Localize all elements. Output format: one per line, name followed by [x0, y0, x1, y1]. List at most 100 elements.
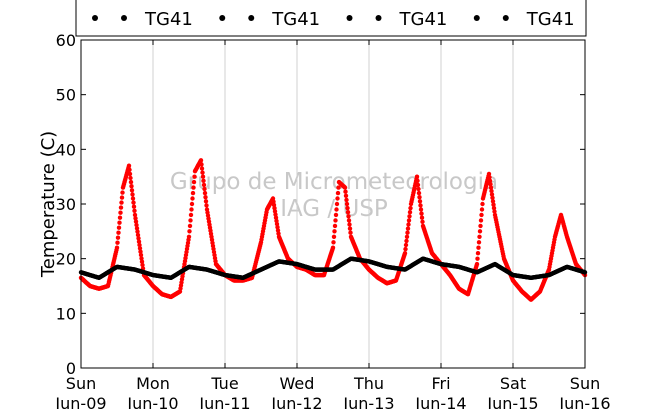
data-point — [199, 166, 205, 171]
data-point — [416, 186, 421, 192]
y-tick-label: 30 — [56, 195, 76, 214]
data-point — [333, 218, 338, 223]
data-point — [202, 186, 207, 192]
data-point — [131, 200, 136, 205]
data-point — [116, 225, 122, 230]
data-point — [115, 235, 121, 240]
data-point — [118, 210, 123, 215]
grid — [152, 40, 514, 368]
data-point — [186, 234, 192, 239]
data-point — [201, 178, 206, 183]
x-tick-label-date: Jun-13 — [342, 394, 394, 409]
data-point — [404, 234, 410, 239]
data-point — [332, 229, 337, 234]
data-point — [139, 256, 144, 261]
data-point — [191, 185, 196, 190]
data-point — [203, 195, 208, 200]
data-point — [134, 222, 139, 228]
data-point — [187, 229, 192, 234]
legend-entry-label: TG41 — [144, 9, 193, 30]
data-point — [343, 193, 349, 198]
data-point — [202, 190, 208, 196]
data-point — [346, 214, 351, 219]
data-point — [480, 201, 485, 207]
data-point — [402, 251, 408, 256]
x-tick-label-day: Fri — [431, 374, 450, 393]
x-tick-label-date: Jun-14 — [414, 394, 466, 409]
data-point — [342, 185, 348, 190]
data-point — [203, 199, 209, 204]
data-point — [199, 162, 204, 167]
data-point — [347, 226, 353, 231]
axis-ticks: SunJun-09MonJun-10TueJun-11WedJun-12ThuJ… — [54, 31, 610, 409]
data-point — [136, 236, 141, 241]
data-point — [120, 190, 125, 195]
data-point — [479, 207, 485, 212]
data-point — [114, 245, 120, 250]
data-point — [476, 240, 482, 245]
series-1 — [78, 256, 588, 280]
data-point — [115, 240, 120, 245]
data-point — [474, 261, 480, 267]
data-point — [126, 163, 132, 168]
data-point — [492, 209, 497, 214]
data-point — [332, 223, 338, 229]
data-point — [188, 218, 193, 223]
y-tick-label: 40 — [56, 140, 76, 159]
legend-marker — [375, 15, 382, 21]
data-point — [336, 185, 341, 190]
legend-marker — [219, 15, 226, 21]
data-point — [190, 196, 195, 201]
data-point — [419, 215, 425, 220]
data-point — [478, 223, 483, 229]
data-point — [479, 212, 484, 218]
data-point — [491, 205, 497, 211]
data-point — [491, 202, 496, 207]
data-point — [200, 170, 205, 175]
data-point — [346, 218, 352, 223]
data-point — [486, 171, 492, 177]
data-point — [131, 204, 137, 209]
x-tick-label-day: Sun — [66, 374, 96, 393]
data-point — [477, 234, 482, 239]
data-point — [345, 210, 351, 215]
data-point — [487, 178, 493, 183]
data-point — [189, 207, 194, 212]
data-point — [138, 252, 144, 258]
watermark-line-2: IAG / USP — [280, 196, 388, 222]
data-point — [344, 201, 350, 207]
data-point — [133, 216, 138, 221]
data-point — [405, 226, 411, 231]
data-point — [127, 167, 132, 172]
data-point — [117, 215, 123, 220]
data-point — [119, 200, 124, 205]
data-point — [134, 226, 140, 231]
data-point — [135, 232, 141, 238]
x-tick-label-date: Jun-10 — [126, 394, 178, 409]
data-point — [128, 175, 133, 181]
data-point — [132, 212, 138, 218]
data-point — [489, 192, 495, 197]
data-point — [135, 229, 140, 234]
legend-entry-label: TG41 — [271, 9, 320, 30]
data-point — [335, 196, 340, 201]
data-point — [140, 262, 145, 268]
legend-entry-label: TG41 — [399, 9, 448, 30]
x-tick-label-day: Tue — [210, 374, 238, 393]
data-point — [117, 220, 122, 225]
legend-entry-label: TG41 — [526, 9, 575, 30]
y-tick-label: 0 — [66, 359, 76, 378]
data-point — [490, 195, 495, 200]
y-tick-label: 50 — [56, 86, 76, 105]
data-point — [417, 195, 422, 200]
data-point — [201, 182, 207, 188]
data-point — [408, 205, 413, 211]
data-point — [417, 199, 423, 204]
data-point — [489, 188, 494, 194]
data-point — [475, 256, 480, 261]
legend-marker — [92, 15, 98, 21]
data-point — [420, 219, 425, 224]
data-point — [348, 230, 353, 235]
data-point — [333, 212, 339, 218]
data-point — [403, 246, 408, 252]
